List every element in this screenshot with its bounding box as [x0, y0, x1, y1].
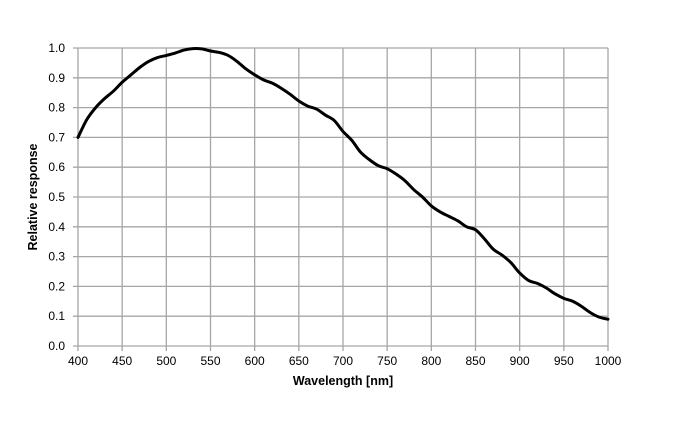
x-tick-label: 650 — [289, 354, 309, 368]
tick-labels: 400 450 500 550 600 650 700 750 800 850 900 950 1000… — [48, 41, 621, 368]
x-tick-label: 1000 — [595, 354, 622, 368]
x-axis-title: Wavelength [nm] — [293, 374, 393, 388]
x-tick-label: 450 — [112, 354, 132, 368]
response-curve — [76, 46, 610, 321]
y-tick-label: 0.1 — [48, 309, 65, 323]
y-tick-label: 0.2 — [48, 279, 65, 293]
x-tick-label: 550 — [200, 354, 220, 368]
x-tick-label: 800 — [421, 354, 441, 368]
y-tick-label: 0.8 — [48, 101, 65, 115]
grid — [73, 47, 609, 351]
x-tick-label: 950 — [554, 354, 574, 368]
y-tick-label: 0.3 — [48, 250, 65, 264]
y-tick-label: 1.0 — [48, 41, 65, 55]
y-tick-label: 0.4 — [48, 220, 65, 234]
y-tick-label: 0.9 — [48, 71, 65, 85]
x-tick-label: 700 — [333, 354, 353, 368]
x-tick-label: 750 — [377, 354, 397, 368]
y-tick-label: 0.7 — [48, 130, 65, 144]
x-tick-label: 850 — [465, 354, 485, 368]
y-tick-label: 0.5 — [48, 190, 65, 204]
x-tick-label: 400 — [68, 354, 88, 368]
x-tick-label: 600 — [245, 354, 265, 368]
x-tick-label: 500 — [156, 354, 176, 368]
y-tick-label: 0.0 — [48, 339, 65, 353]
y-axis-title: Relative response — [26, 143, 40, 250]
y-tick-label: 0.6 — [48, 160, 65, 174]
x-tick-label: 900 — [510, 354, 530, 368]
